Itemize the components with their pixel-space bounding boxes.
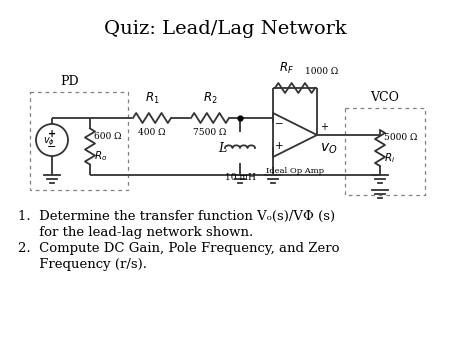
Text: $R_i$: $R_i$ bbox=[384, 151, 395, 165]
Text: VCO: VCO bbox=[370, 91, 400, 104]
Text: $v_O$: $v_O$ bbox=[320, 142, 338, 156]
Text: 400 Ω: 400 Ω bbox=[138, 128, 166, 137]
Text: $R_2$: $R_2$ bbox=[202, 91, 217, 106]
Bar bbox=[345, 108, 425, 195]
Text: $R_1$: $R_1$ bbox=[145, 91, 159, 106]
Text: +: + bbox=[320, 122, 328, 132]
Text: 1000 Ω: 1000 Ω bbox=[305, 67, 338, 76]
Text: +: + bbox=[48, 129, 56, 139]
Text: $R_F$: $R_F$ bbox=[279, 61, 294, 76]
Text: +: + bbox=[274, 141, 284, 151]
Text: 1.  Determine the transfer function Vₒ(s)/VΦ (s): 1. Determine the transfer function Vₒ(s)… bbox=[18, 210, 335, 223]
Text: 2.  Compute DC Gain, Pole Frequency, and Zero: 2. Compute DC Gain, Pole Frequency, and … bbox=[18, 242, 339, 255]
Text: 600 Ω: 600 Ω bbox=[94, 132, 122, 141]
Text: $v_\phi$: $v_\phi$ bbox=[43, 136, 55, 148]
Text: $R_o$: $R_o$ bbox=[94, 150, 107, 163]
Text: Ideal Op Amp: Ideal Op Amp bbox=[266, 167, 324, 175]
Text: for the lead-lag network shown.: for the lead-lag network shown. bbox=[18, 226, 253, 239]
Text: −: − bbox=[274, 119, 284, 129]
Text: PD: PD bbox=[61, 75, 79, 88]
Text: 10 mH: 10 mH bbox=[225, 173, 256, 182]
Text: Quiz: Lead/Lag Network: Quiz: Lead/Lag Network bbox=[104, 20, 346, 38]
Text: Frequency (r/s).: Frequency (r/s). bbox=[18, 258, 147, 271]
Bar bbox=[30, 92, 128, 190]
Text: L: L bbox=[218, 142, 226, 154]
Text: 5000 Ω: 5000 Ω bbox=[384, 134, 418, 143]
Text: 7500 Ω: 7500 Ω bbox=[194, 128, 227, 137]
Text: −: − bbox=[47, 142, 57, 152]
